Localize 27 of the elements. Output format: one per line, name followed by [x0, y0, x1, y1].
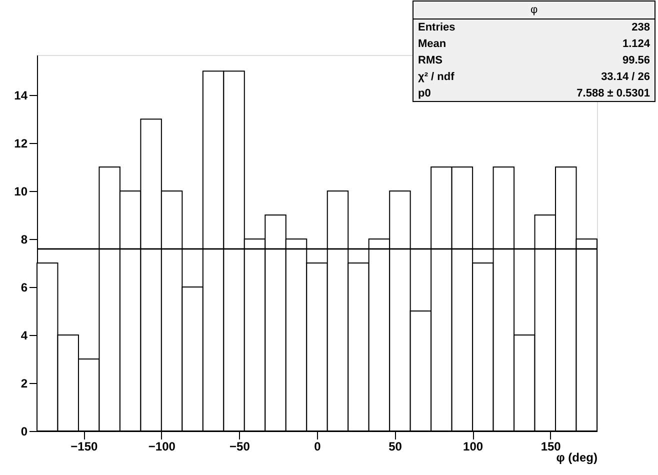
y-tick-label: 6	[20, 280, 28, 295]
y-tick-label: 12	[14, 136, 28, 151]
annotation: χ² / ndf	[418, 70, 455, 83]
x-tick-label: −50	[230, 440, 250, 454]
y-tick-label: 10	[14, 184, 28, 199]
text: 238	[632, 21, 650, 34]
text: φ	[530, 4, 538, 16]
text: 99.56	[622, 54, 650, 66]
y-tick-label: 0	[20, 424, 28, 438]
x-axis-title: φ (deg)	[556, 450, 598, 464]
y-tick-label: 8	[20, 232, 28, 247]
x-tick-label: 0	[314, 440, 322, 454]
annotation: RMS	[418, 54, 442, 66]
y-tick-label: 4	[20, 328, 28, 343]
text: 33.14 / 26	[601, 70, 650, 83]
text: 1.124	[622, 38, 651, 50]
annotation: p0	[418, 87, 431, 100]
text: Entries	[418, 21, 456, 34]
y-tick-label: 14	[14, 88, 28, 103]
y-tick-label: 2	[20, 376, 28, 391]
x-tick-label: −150	[70, 440, 98, 454]
annotation: 7.588 ± 0.5301	[576, 87, 650, 100]
text: Mean	[418, 38, 446, 50]
x-tick-label: −100	[148, 440, 176, 454]
x-tick-label: 100	[463, 440, 484, 454]
x-tick-label: 50	[388, 440, 402, 454]
x-tick-label: 150	[540, 440, 562, 454]
